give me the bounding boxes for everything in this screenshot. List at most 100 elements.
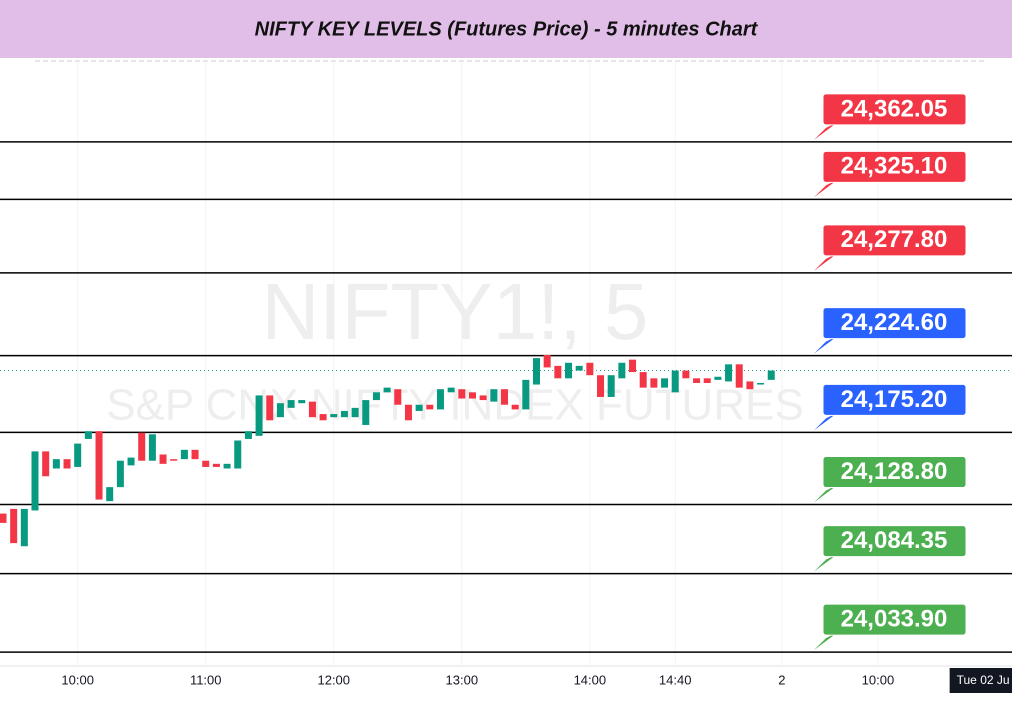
candle: [554, 365, 562, 379]
level-badge: [822, 383, 967, 416]
candle: [298, 400, 306, 404]
candle: [383, 387, 391, 393]
candle: [746, 381, 754, 390]
candle: [682, 370, 690, 379]
level-badge: [822, 150, 967, 183]
x-tick-label: 10:00: [862, 672, 895, 687]
candle: [308, 401, 316, 418]
candle: [490, 389, 498, 402]
candle: [479, 395, 487, 401]
level-callout: [814, 121, 838, 140]
candle: [543, 354, 551, 368]
candle: [159, 454, 167, 464]
level-label: 24,175.20: [841, 386, 948, 413]
candle: [426, 404, 434, 410]
candle: [234, 440, 242, 469]
level-label: 24,224.60: [841, 309, 948, 336]
candle: [330, 414, 338, 418]
x-tick-label: 2: [778, 672, 785, 687]
level-label: 24,325.10: [841, 153, 948, 180]
level-badge: [822, 603, 967, 636]
candle: [287, 400, 295, 408]
candle: [351, 407, 359, 418]
candle: [52, 459, 60, 469]
candle: [106, 487, 114, 502]
candle: [735, 364, 743, 388]
date-badge-label: Tue 02 Ju: [957, 673, 1010, 687]
watermark-subtitle: S&P CNX NIFTY INDEX FUTURES: [106, 381, 804, 430]
candle: [693, 378, 701, 383]
candle: [223, 463, 231, 469]
candle: [607, 375, 615, 397]
candle: [447, 387, 455, 393]
candle: [703, 378, 711, 383]
x-tick-label: 12:00: [317, 672, 350, 687]
candle: [148, 434, 156, 461]
level-callout: [814, 252, 838, 271]
level-badge: [822, 93, 967, 126]
level-label: 24,362.05: [841, 95, 948, 122]
candle: [212, 463, 220, 467]
level-callout: [814, 632, 838, 651]
candle: [0, 513, 7, 523]
candle: [511, 404, 519, 410]
candle: [639, 372, 647, 388]
x-tick-label: 14:40: [659, 672, 692, 687]
candle: [10, 508, 18, 544]
candle: [95, 431, 103, 500]
candle: [586, 362, 594, 376]
candle: [180, 449, 188, 460]
level-badge: [822, 307, 967, 340]
candle: [671, 370, 679, 393]
candle: [725, 364, 733, 382]
candle: [84, 431, 92, 439]
date-badge: [949, 668, 1012, 693]
candle: [116, 460, 124, 488]
level-callout: [814, 412, 838, 431]
candle: [276, 403, 284, 418]
candle: [74, 443, 82, 467]
level-callout: [814, 179, 838, 198]
level-label: 24,128.80: [841, 458, 948, 485]
level-callout: [814, 335, 838, 354]
candle: [138, 432, 146, 461]
level-badge: [822, 224, 967, 257]
candle: [255, 395, 263, 436]
candle: [340, 410, 348, 418]
x-tick-label: 10:00: [61, 672, 94, 687]
candle: [629, 359, 637, 373]
candle: [597, 375, 605, 397]
candle: [319, 414, 327, 421]
candle: [500, 389, 508, 405]
candle: [468, 392, 476, 399]
candle: [415, 404, 423, 411]
candle: [20, 508, 28, 547]
level-badge: [822, 456, 967, 489]
candle: [372, 392, 380, 401]
level-callout: [814, 484, 838, 503]
level-label: 24,084.35: [841, 527, 948, 554]
candle: [575, 365, 583, 371]
candle: [757, 382, 765, 385]
level-label: 24,033.90: [841, 605, 948, 632]
watermark: NIFTY1!, 5: [262, 267, 649, 356]
x-tick-label: 11:00: [190, 672, 222, 687]
level-badge: [822, 525, 967, 558]
level-label: 24,277.80: [841, 226, 948, 253]
candle: [522, 379, 530, 410]
chart-title: NIFTY KEY LEVELS (Futures Price) - 5 min…: [255, 18, 759, 40]
candle: [244, 431, 252, 439]
candle: [170, 459, 178, 461]
candle: [63, 459, 71, 469]
candle: [436, 389, 444, 410]
candle: [618, 362, 626, 379]
candle: [404, 404, 412, 421]
candle: [714, 376, 722, 380]
candle: [767, 370, 775, 380]
candle: [42, 451, 50, 477]
candle: [362, 400, 370, 425]
x-tick-label: 13:00: [446, 672, 479, 687]
candle: [191, 449, 199, 460]
